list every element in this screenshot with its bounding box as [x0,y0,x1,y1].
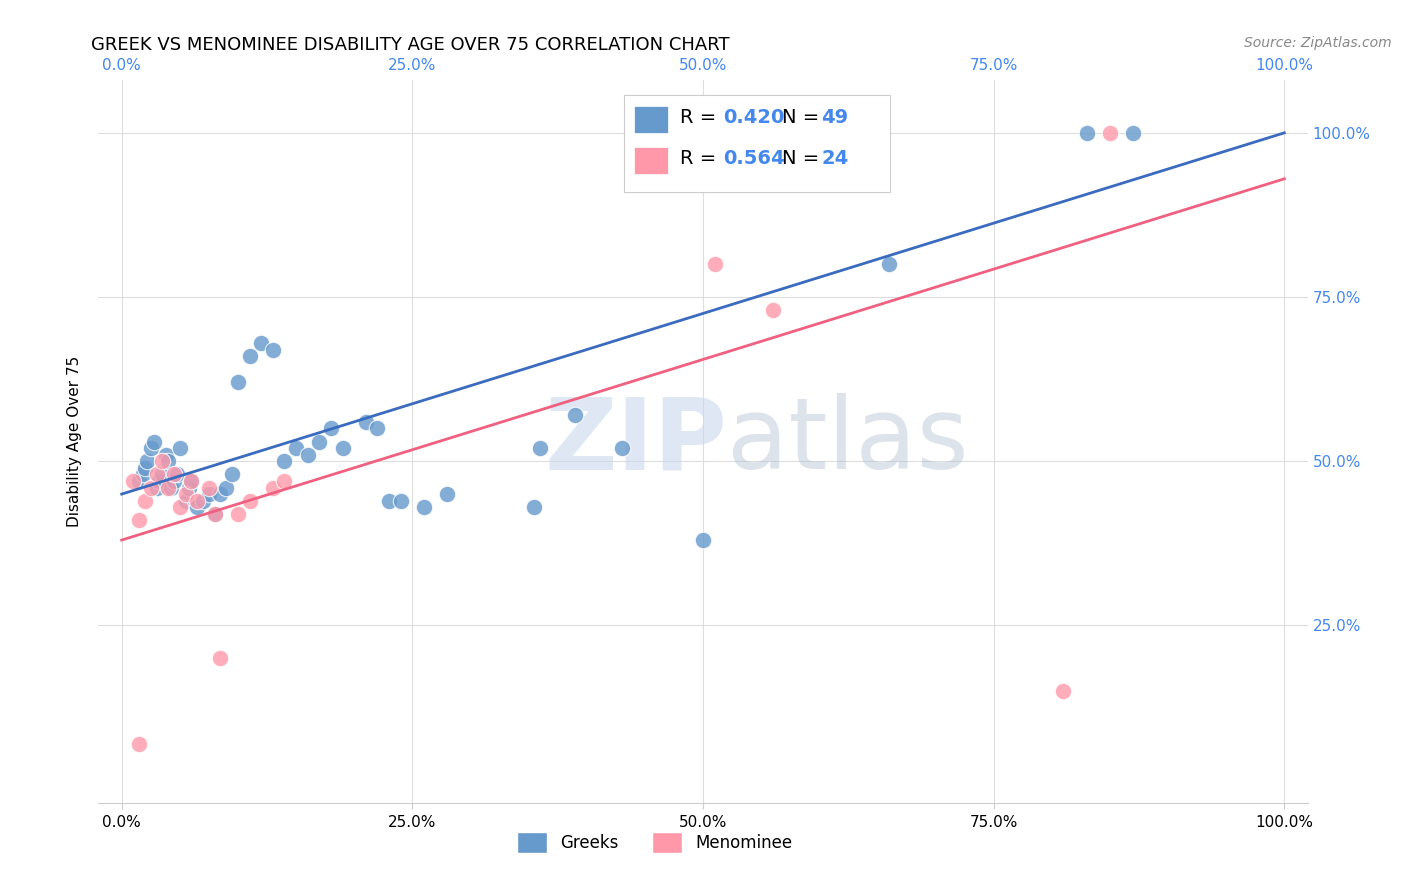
Point [163,467,186,482]
Point [180,474,202,488]
Point [174,493,197,508]
Point [131,467,153,482]
Point [169,441,191,455]
Point [209,487,232,501]
Text: 0.420: 0.420 [724,108,785,127]
Point [273,454,295,468]
Point [564,409,586,423]
FancyBboxPatch shape [624,95,890,193]
Point [159,481,181,495]
Point [226,376,249,390]
Point [273,474,295,488]
Point [215,481,238,495]
Point [1098,126,1121,140]
Point [198,487,221,501]
Text: R =: R = [681,149,723,168]
Point [319,421,342,435]
Point [209,651,232,665]
Point [250,336,273,351]
Point [150,467,173,482]
Text: atlas: atlas [727,393,969,490]
Text: 49: 49 [821,108,849,127]
Y-axis label: Disability Age Over 75: Disability Age Over 75 [67,356,83,527]
Point [239,349,262,363]
Point [285,441,308,455]
Point [148,474,170,488]
Point [186,500,208,515]
Text: GREEK VS MENOMINEE DISABILITY AGE OVER 75 CORRELATION CHART: GREEK VS MENOMINEE DISABILITY AGE OVER 7… [91,36,730,54]
Text: N =: N = [782,108,825,127]
Point [139,481,162,495]
Point [239,493,262,508]
Legend: Greeks, Menominee: Greeks, Menominee [510,826,799,860]
Text: ZIP: ZIP [544,393,727,490]
Point [762,303,785,318]
Point [1052,684,1074,698]
Point [226,507,249,521]
Point [180,474,202,488]
Point [389,493,412,508]
Point [169,500,191,515]
Point [692,533,714,547]
Point [198,481,221,495]
Point [150,454,173,468]
Point [877,257,900,271]
Point [145,481,167,495]
Point [163,474,186,488]
Point [204,507,226,521]
Point [186,493,208,508]
Point [122,474,145,488]
Point [529,441,551,455]
Point [128,513,150,527]
Point [143,434,166,449]
Text: N =: N = [782,149,825,168]
Point [128,474,150,488]
Text: 0.564: 0.564 [724,149,785,168]
Point [262,343,284,357]
Bar [634,105,668,133]
Point [174,487,197,501]
Point [354,415,377,429]
Point [297,448,319,462]
Point [157,481,180,495]
Point [436,487,458,501]
Point [139,441,162,455]
Point [366,421,388,435]
Point [166,467,188,482]
Point [703,257,725,271]
Point [179,481,201,495]
Point [378,493,401,508]
Point [157,454,180,468]
Point [610,441,633,455]
Point [262,481,284,495]
Point [128,737,150,751]
Point [191,493,214,508]
Point [1122,126,1144,140]
Text: 24: 24 [821,149,849,168]
Bar [634,147,668,174]
Text: Source: ZipAtlas.com: Source: ZipAtlas.com [1244,36,1392,50]
Point [136,454,159,468]
Point [413,500,436,515]
Point [308,434,330,449]
Point [155,448,177,462]
Point [134,493,156,508]
Point [332,441,354,455]
Point [204,507,226,521]
Text: R =: R = [681,108,723,127]
Point [1076,126,1098,140]
Point [221,467,243,482]
Point [134,460,156,475]
Point [145,467,167,482]
Point [523,500,546,515]
